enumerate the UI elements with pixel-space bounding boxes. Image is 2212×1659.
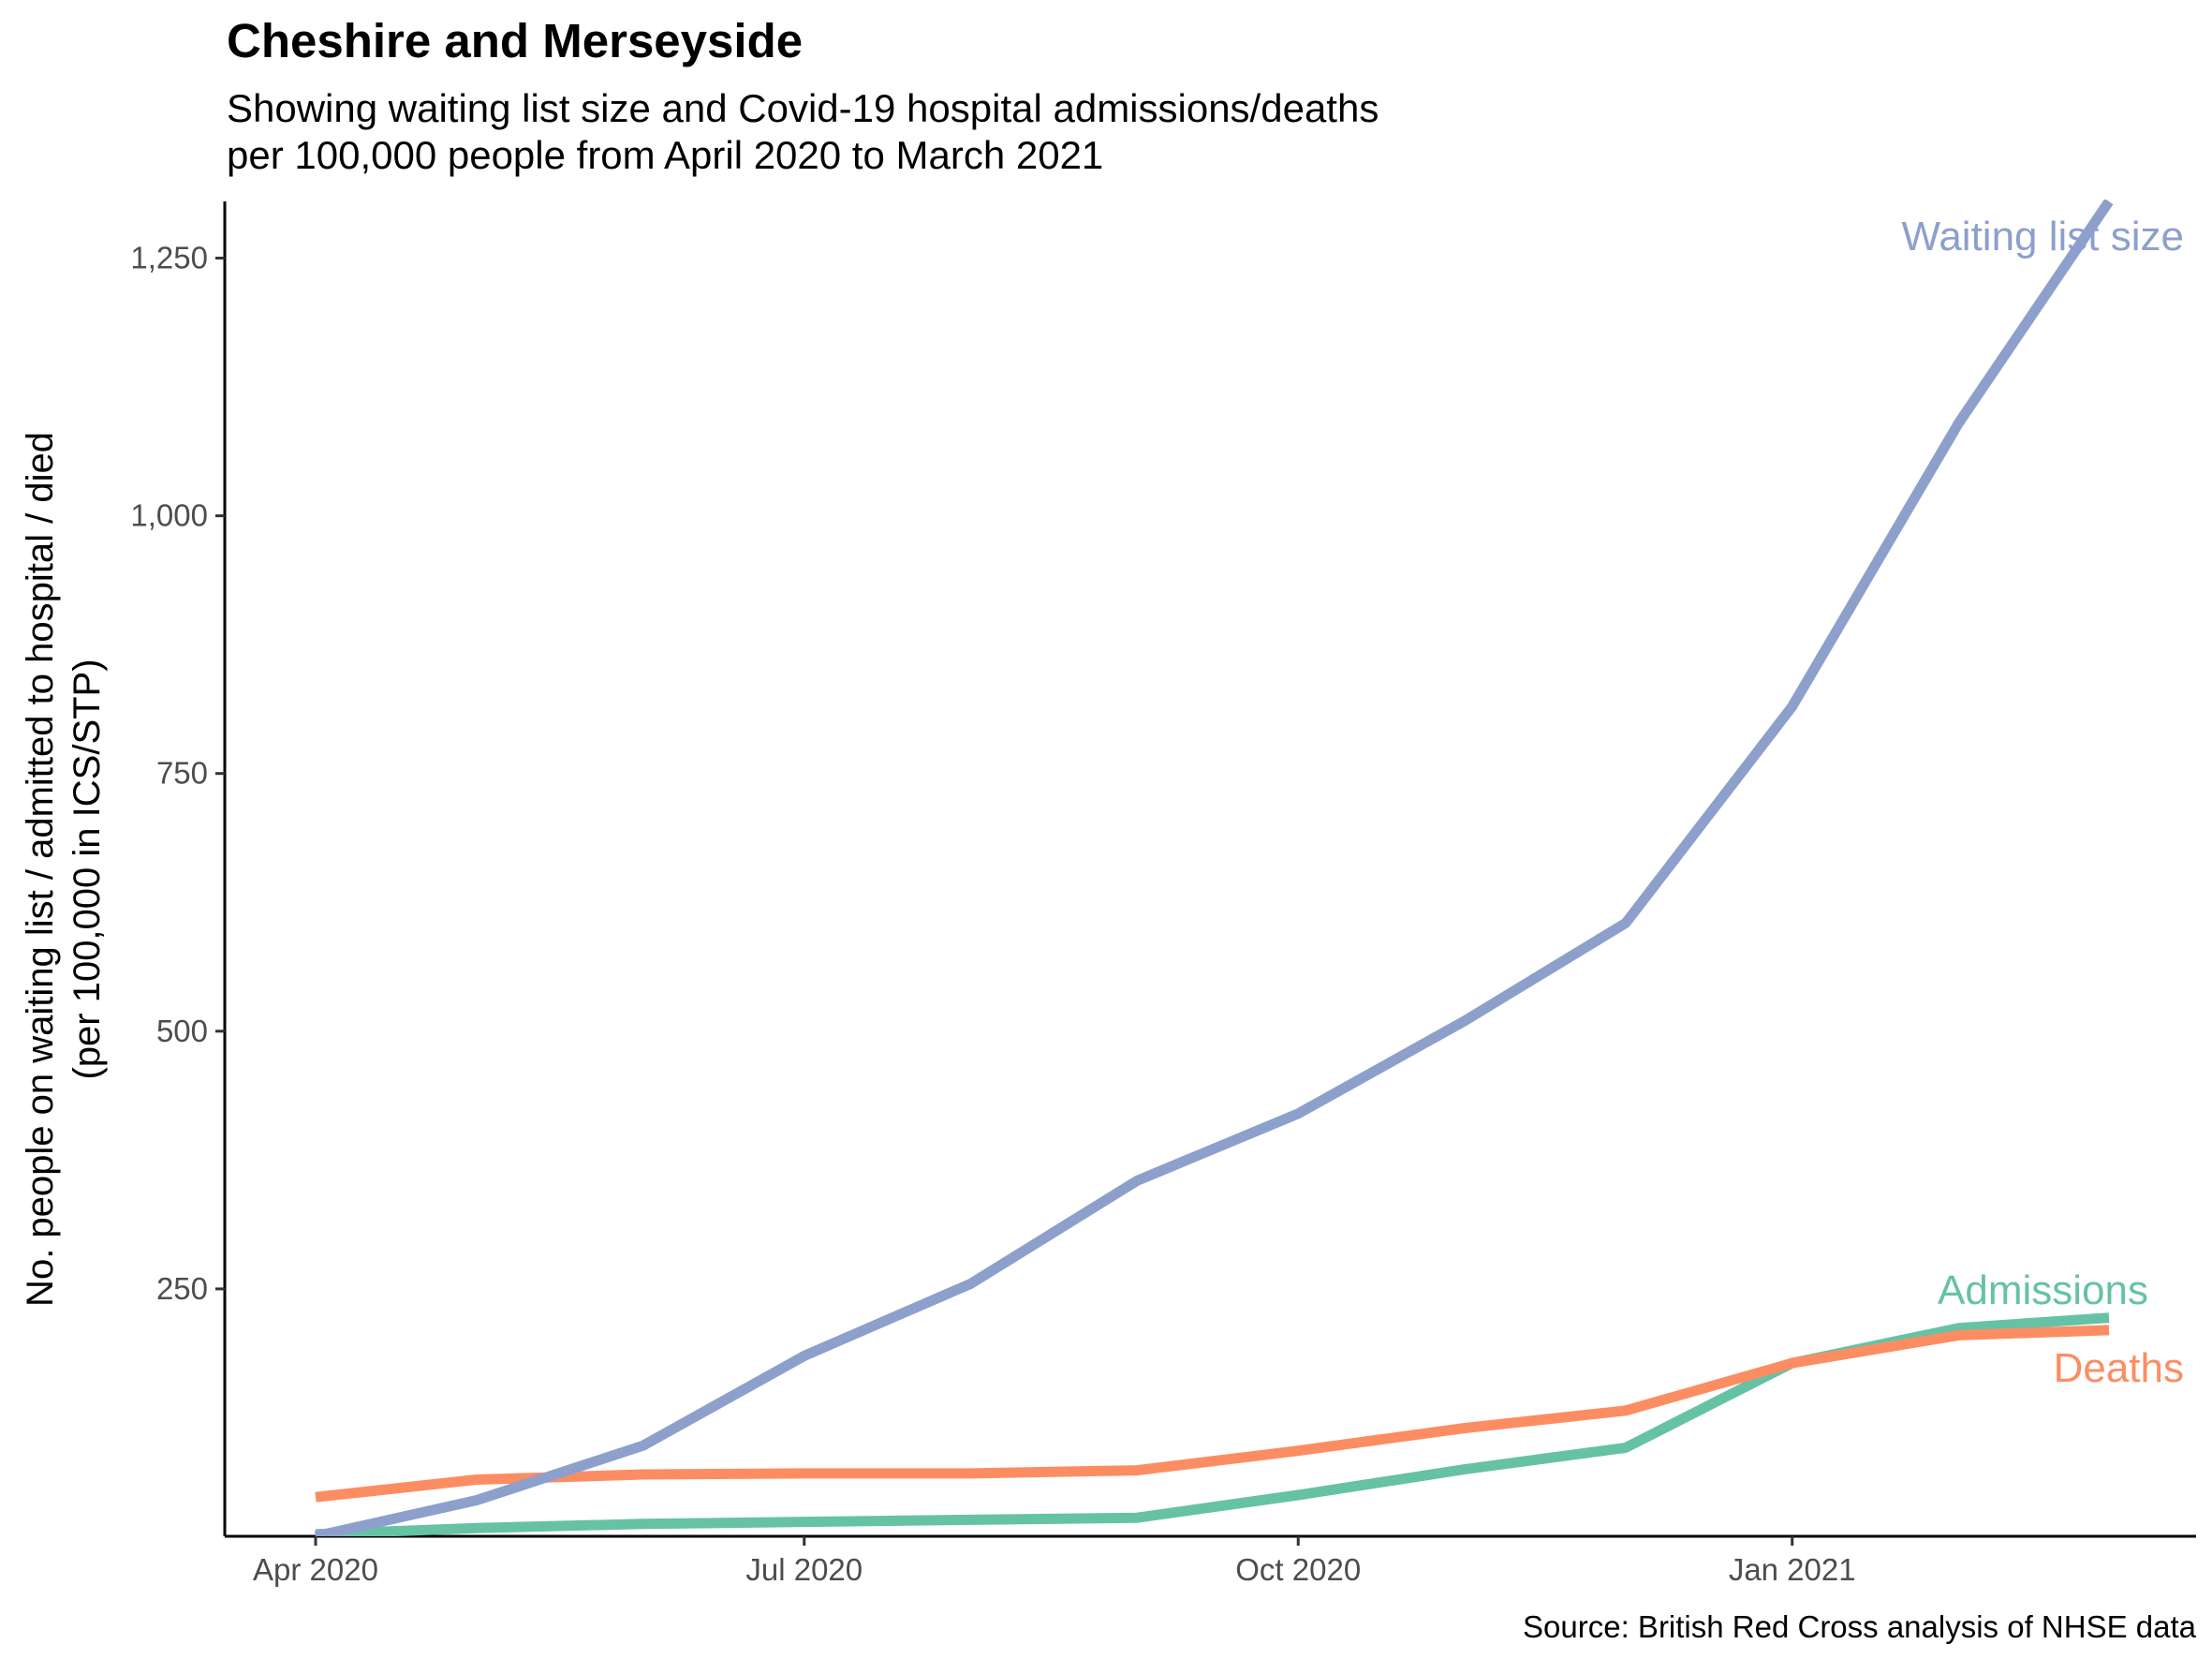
series-label-admissions: Admissions [1938,1267,2148,1313]
x-tick-label: Apr 2020 [253,1552,378,1587]
x-tick-label: Jul 2020 [745,1552,863,1587]
x-tick-label: Jan 2021 [1729,1552,1856,1587]
y-tick-label: 750 [156,756,208,791]
y-tick-label: 250 [156,1271,208,1306]
axes [223,201,2196,1538]
source-caption: Source: British Red Cross analysis of NH… [1523,1609,2196,1644]
series-label-waiting-list-size: Waiting list size [1901,214,2184,259]
y-axis-ticks: 250 500 750 1,000 1,250 [130,241,225,1306]
chart-title: Cheshire and Merseyside [227,14,804,67]
y-tick-label: 1,000 [130,498,208,533]
y-axis-title: No. people on waiting list / admitted to… [20,432,108,1307]
series-lines [314,200,2114,1536]
series-line-waiting-list-size [314,200,2114,1536]
series-direct-labels: Waiting list size Admissions Deaths [1901,214,2184,1391]
y-tick-label: 500 [156,1014,208,1048]
y-axis-title-line-1: No. people on waiting list / admitted to… [20,432,61,1307]
y-axis-title-line-2: (per 100,000 in ICS/STP) [66,659,108,1079]
chart-subtitle-line-2: per 100,000 people from April 2020 to Ma… [227,133,1104,177]
series-label-deaths: Deaths [2054,1345,2184,1391]
x-tick-label: Oct 2020 [1235,1552,1361,1587]
series-line-deaths [315,1325,2110,1503]
x-axis-ticks: Apr 2020 Jul 2020 Oct 2020 Jan 2021 [253,1536,1856,1587]
y-tick-label: 1,250 [130,241,208,275]
chart-subtitle-line-1: Showing waiting list size and Covid-19 h… [227,86,1379,130]
